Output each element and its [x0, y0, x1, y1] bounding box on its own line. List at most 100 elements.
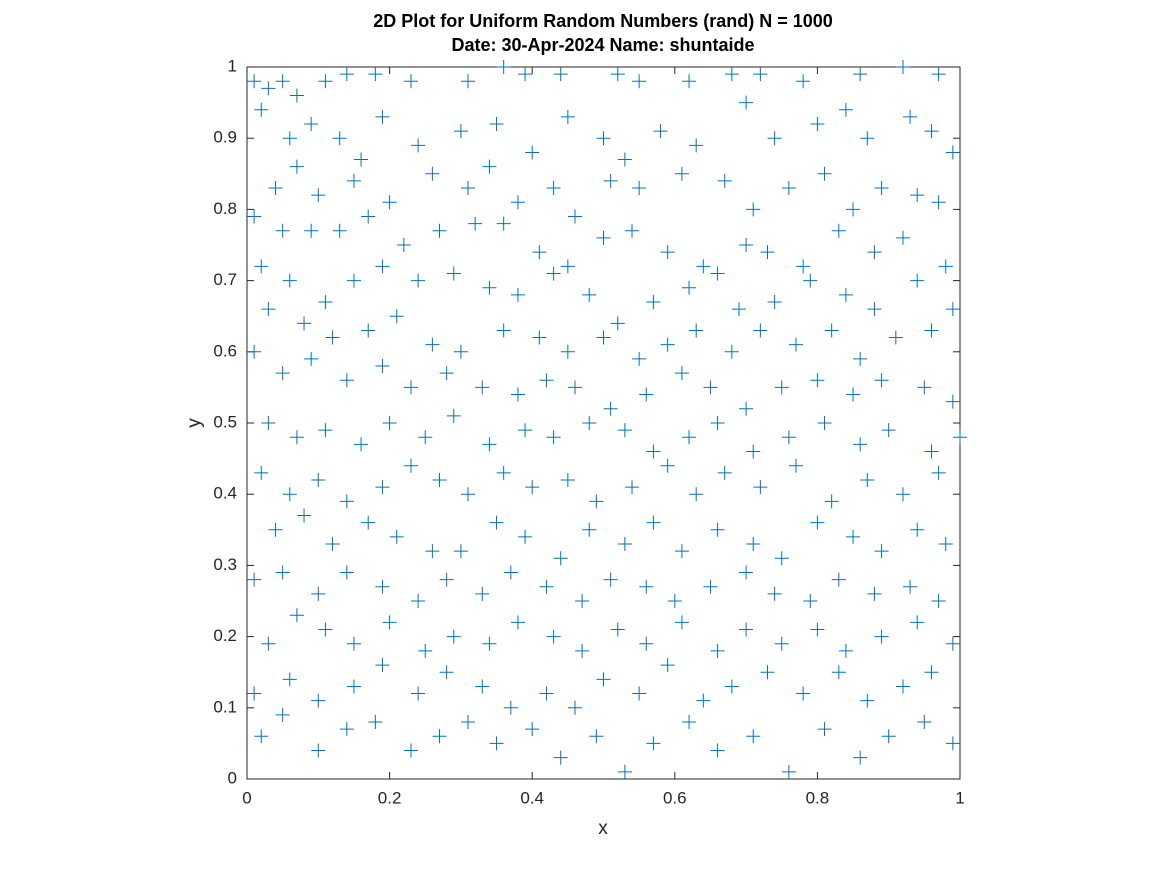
data-point [553, 750, 568, 765]
data-point [625, 223, 640, 238]
data-point [753, 323, 768, 338]
data-point [282, 487, 297, 502]
data-point [689, 487, 704, 502]
data-point [375, 579, 390, 594]
data-point [724, 344, 739, 359]
data-point [318, 74, 333, 89]
data-point [767, 131, 782, 146]
data-point [475, 380, 490, 395]
data-point [753, 67, 768, 82]
data-point [567, 209, 582, 224]
data-point [589, 494, 604, 509]
data-point [539, 373, 554, 388]
data-point [346, 636, 361, 651]
data-point [567, 700, 582, 715]
data-point [632, 181, 647, 196]
data-point [874, 181, 889, 196]
data-point [532, 330, 547, 345]
data-point [304, 116, 319, 131]
y-tick-label: 0.3 [213, 555, 237, 574]
data-point [674, 166, 689, 181]
data-point [503, 565, 518, 580]
x-tick-label: 0.4 [520, 788, 544, 807]
data-point [674, 615, 689, 630]
data-point [375, 480, 390, 495]
data-point [289, 88, 304, 103]
data-point [425, 544, 440, 559]
data-point [510, 195, 525, 210]
data-point [589, 729, 604, 744]
data-point [632, 74, 647, 89]
data-point [247, 344, 262, 359]
data-point [639, 387, 654, 402]
data-point [496, 60, 511, 74]
data-point [403, 74, 418, 89]
data-point [617, 537, 632, 552]
data-point [853, 67, 868, 82]
data-point [382, 195, 397, 210]
data-point [368, 67, 383, 82]
data-point [910, 522, 925, 537]
data-point [639, 636, 654, 651]
data-point [810, 622, 825, 637]
data-point [339, 373, 354, 388]
data-point [945, 394, 960, 409]
data-point [674, 366, 689, 381]
data-point [617, 764, 632, 779]
data-point [881, 729, 896, 744]
data-point [332, 131, 347, 146]
data-point [853, 437, 868, 452]
data-point [411, 273, 426, 288]
data-point [938, 259, 953, 274]
data-point [518, 67, 533, 82]
data-point [518, 423, 533, 438]
data-point [881, 423, 896, 438]
data-point [332, 223, 347, 238]
data-point [874, 373, 889, 388]
data-point [703, 579, 718, 594]
data-point [432, 223, 447, 238]
data-point [482, 636, 497, 651]
data-point [411, 594, 426, 608]
data-point [796, 74, 811, 89]
data-point [682, 280, 697, 295]
x-tick-label: 0.8 [806, 788, 830, 807]
data-point [860, 472, 875, 487]
data-point [867, 302, 882, 317]
data-point [375, 109, 390, 124]
data-point [375, 359, 390, 374]
y-tick-label: 0.1 [213, 697, 237, 716]
y-tick-label: 0.2 [213, 626, 237, 645]
data-point [439, 366, 454, 381]
data-point [297, 508, 312, 523]
data-point [903, 109, 918, 124]
data-point [774, 551, 789, 566]
data-point [368, 715, 383, 730]
data-point [489, 116, 504, 131]
data-point [632, 351, 647, 366]
data-point [739, 401, 754, 416]
data-point [304, 351, 319, 366]
data-point [560, 344, 575, 359]
data-point [796, 686, 811, 701]
data-point [261, 81, 276, 96]
data-point [817, 166, 832, 181]
data-point [596, 230, 611, 245]
data-point [268, 522, 283, 537]
data-point [817, 722, 832, 737]
data-point [432, 729, 447, 744]
data-point [910, 615, 925, 630]
data-point [895, 60, 910, 74]
data-point [660, 658, 675, 673]
data-point [831, 223, 846, 238]
data-point [724, 679, 739, 694]
data-point [339, 565, 354, 580]
data-point [453, 344, 468, 359]
data-point [796, 259, 811, 274]
data-point [439, 665, 454, 680]
data-point [888, 330, 903, 345]
x-tick-label: 1 [955, 788, 964, 807]
data-point [603, 401, 618, 416]
data-point [539, 579, 554, 594]
data-point [289, 430, 304, 445]
